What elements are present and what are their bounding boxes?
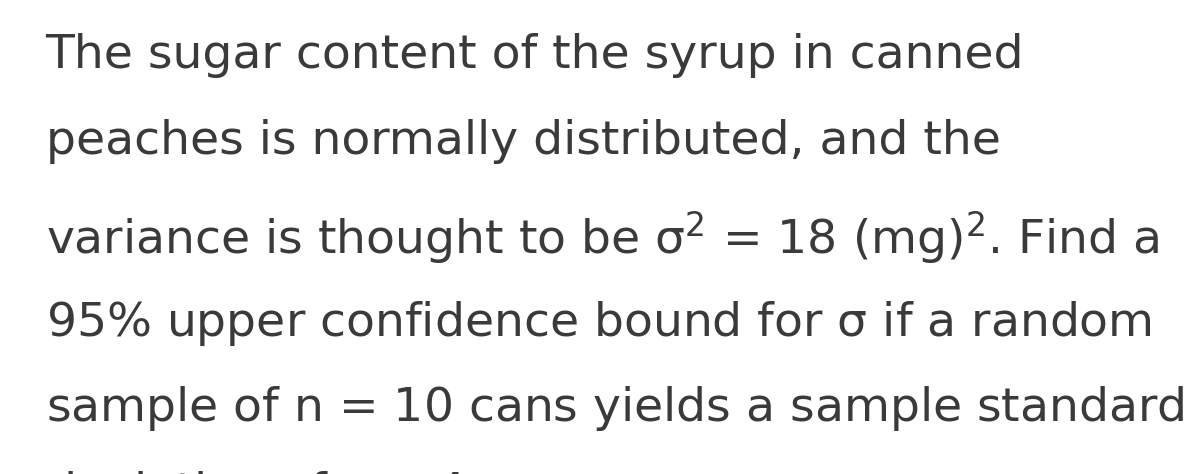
- Text: 95% upper confidence bound for $\mathregular{\sigma}$ if a random: 95% upper confidence bound for $\mathreg…: [46, 299, 1152, 347]
- Text: sample of $\mathregular{n}$ = 10 cans yields a sample standard: sample of $\mathregular{n}$ = 10 cans yi…: [46, 384, 1184, 433]
- Text: The sugar content of the syrup in canned: The sugar content of the syrup in canned: [46, 33, 1024, 78]
- Text: variance is thought to be $\mathregular{\sigma^2}$ = 18 (mg)$\mathregular{^2}$. : variance is thought to be $\mathregular{…: [46, 209, 1159, 265]
- Text: deviation of $\mathregular{s}$ = 4 mg.: deviation of $\mathregular{s}$ = 4 mg.: [46, 469, 568, 474]
- Text: peaches is normally distributed, and the: peaches is normally distributed, and the: [46, 118, 1001, 164]
